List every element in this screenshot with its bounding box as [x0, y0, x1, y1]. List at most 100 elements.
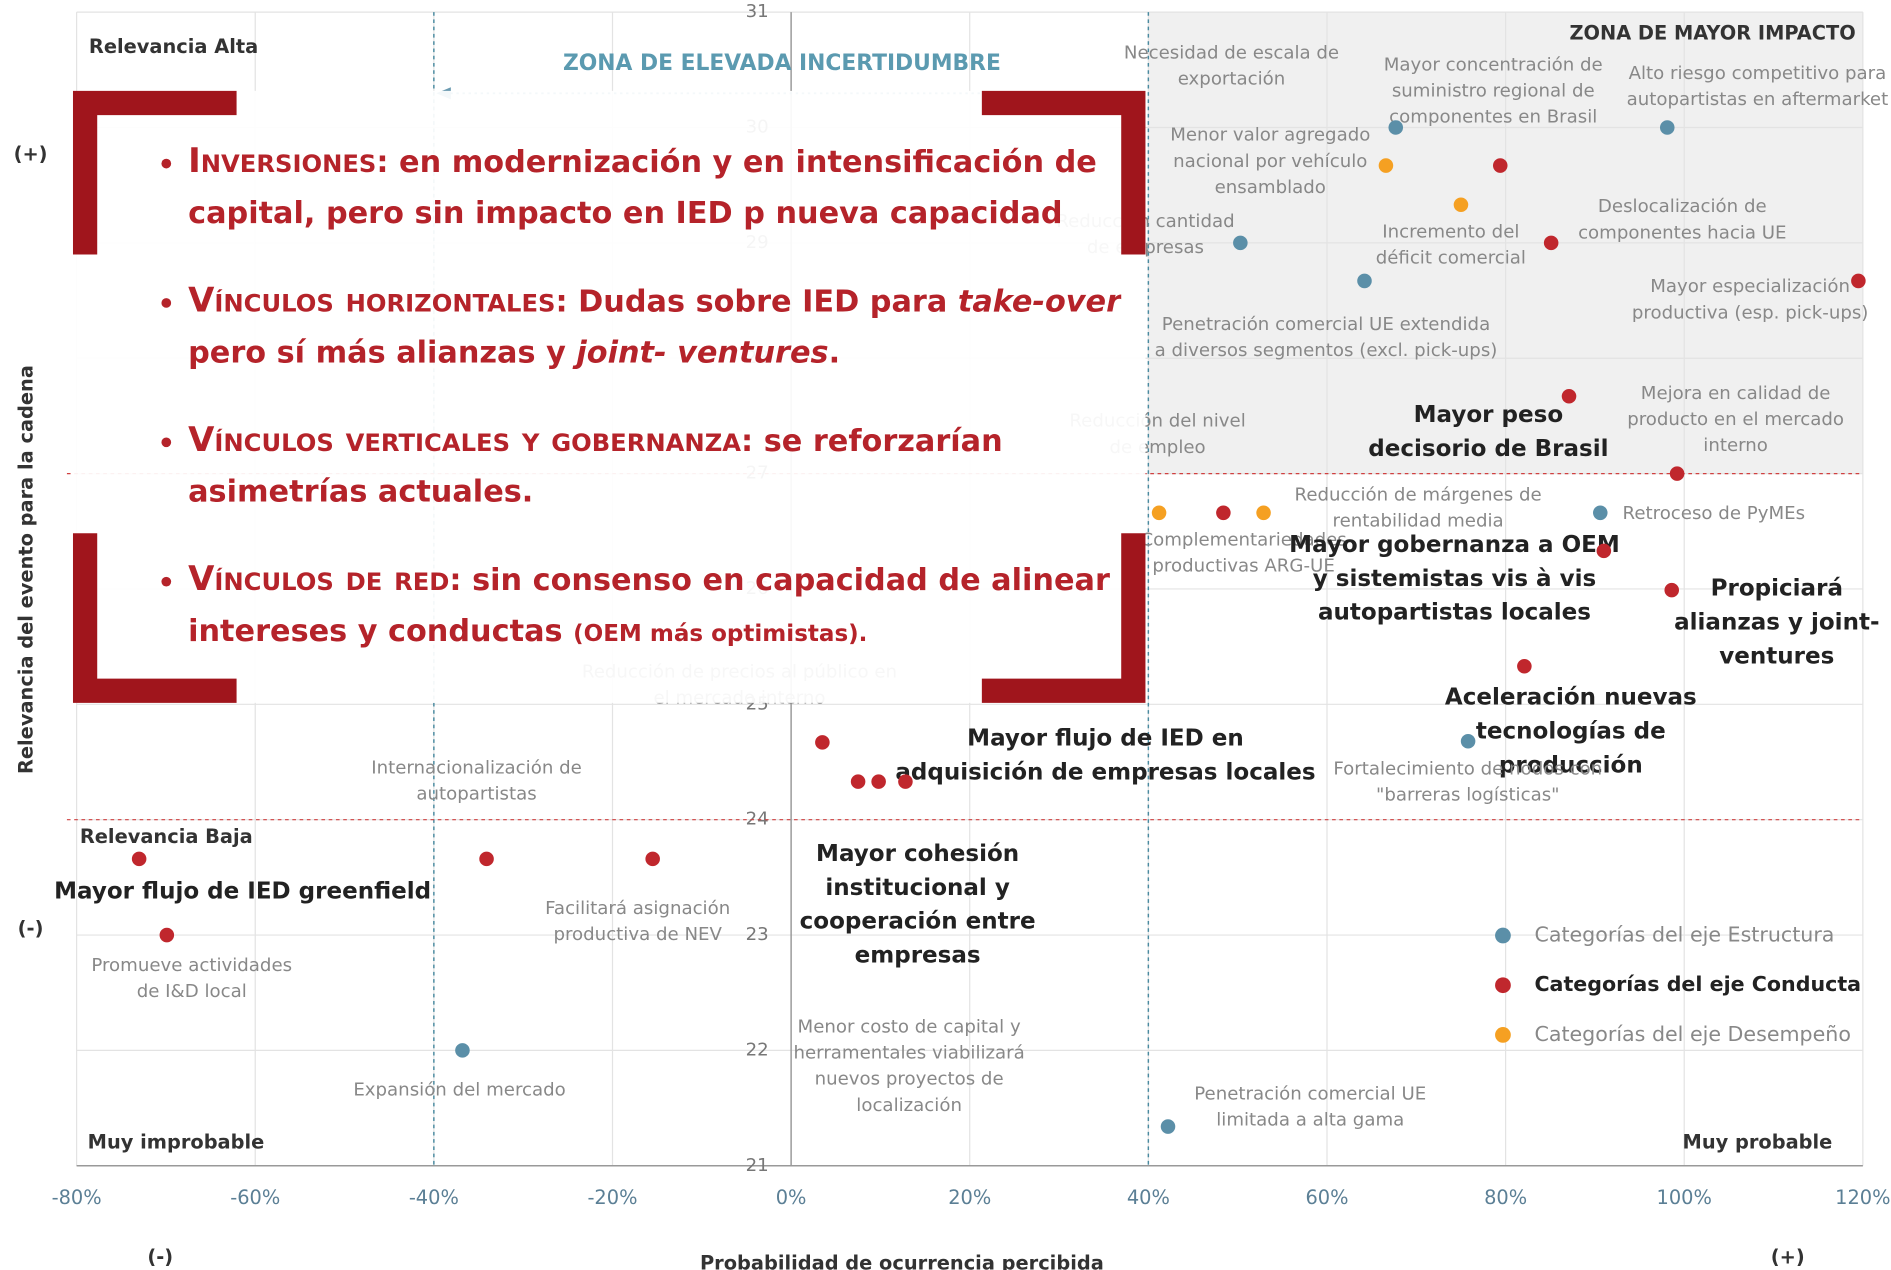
data-point [1378, 158, 1394, 173]
callout-bracket [981, 533, 1146, 703]
data-point [159, 927, 175, 943]
point-label: Promueve actividades [91, 955, 292, 976]
point-label: Facilitará asignación [545, 898, 730, 919]
point-label: autopartistas locales [1318, 600, 1591, 626]
zone-label: ZONA DE ELEVADA INCERTIDUMBRE [563, 51, 1001, 76]
data-point [479, 851, 494, 867]
legend-label: Categorías del eje Estructura [1534, 923, 1834, 947]
point-label: Penetración comercial UE extendida [1162, 314, 1490, 335]
y-axis-end: (+) [14, 143, 48, 166]
y-axis-end: (-) [18, 917, 44, 940]
callout-segment: : Dudas sobre IED para [555, 283, 958, 319]
point-label: Propiciará [1711, 575, 1843, 601]
point-label: tecnologías de [1476, 718, 1666, 744]
callout-segment: : en modernización y en intensificación … [188, 144, 1097, 231]
point-label: Incremento del [1382, 222, 1519, 243]
callout-item: Vínculos verticales y gobernanza: se ref… [188, 414, 1121, 517]
x-tick-label: -80% [52, 1186, 102, 1209]
point-label: Mejora en calidad de [1641, 383, 1831, 404]
y-tick-label: 22 [746, 1039, 769, 1060]
point-label: ventures [1719, 643, 1834, 669]
data-point [1151, 505, 1167, 521]
callout-bracket [72, 90, 237, 255]
x-axis-end: (-) [147, 1245, 173, 1268]
point-label: suministro regional de [1392, 80, 1595, 101]
point-label: Deslocalización de [1598, 196, 1767, 217]
callout-item: Vínculos de red: sin consenso en capacid… [188, 554, 1121, 659]
point-label: autopartistas [416, 783, 536, 804]
data-point [871, 774, 886, 789]
point-label: Mayor concentración de [1384, 54, 1603, 75]
point-label: Mayor especialización [1650, 276, 1850, 297]
y-tick-label: 21 [746, 1155, 769, 1176]
point-label: Menor valor agregado [1170, 125, 1370, 146]
point-label: de I&D local [137, 981, 247, 1002]
callout-bracket [72, 533, 237, 703]
point-label: Complementariedades [1140, 529, 1346, 550]
point-label: Mayor gobernanza a OEM [1289, 532, 1620, 558]
x-axis-end: (+) [1771, 1245, 1805, 1268]
legend-marker [1495, 927, 1511, 944]
data-point [1596, 543, 1612, 559]
callout-item: Inversiones: en modernización y en inten… [188, 136, 1121, 239]
x-tick-label: 40% [1127, 1186, 1170, 1209]
point-label: limitada a alta gama [1216, 1109, 1404, 1130]
point-label: adquisición de empresas locales [895, 760, 1315, 786]
x-tick-label: 100% [1657, 1186, 1712, 1209]
point-label: producto en el mercado [1627, 409, 1844, 430]
point-label: rentabilidad media [1333, 511, 1504, 532]
point-label: cooperación entre [800, 909, 1036, 935]
point-label: institucional y [825, 875, 1009, 901]
x-tick-label: 120% [1835, 1186, 1890, 1209]
data-point [1492, 158, 1508, 173]
point-label: localización [856, 1095, 962, 1116]
point-label: Mayor cohesión [816, 841, 1019, 867]
x-tick-label: -40% [409, 1186, 459, 1209]
point-label: autopartistas en aftermarket [1627, 89, 1889, 110]
callout-bracket [981, 90, 1146, 255]
point-label: Necesidad de escala de [1124, 42, 1339, 63]
legend-marker [1495, 1027, 1511, 1043]
callout-backdrop [72, 90, 1146, 703]
point-label: decisorio de Brasil [1368, 436, 1608, 462]
point-label: a diversos segmentos (excl. pick-ups) [1155, 340, 1498, 361]
callout-list: Inversiones: en modernización y en inten… [115, 136, 1121, 660]
callout-segment: pero sí más alianzas y [188, 334, 577, 370]
zone-label: Relevancia Alta [89, 35, 258, 58]
point-label: interno [1703, 435, 1768, 456]
data-point [1460, 733, 1476, 749]
data-point [1664, 582, 1680, 598]
point-label: exportación [1178, 68, 1286, 89]
point-label: empresas [855, 943, 981, 969]
callout-segment: take-over [957, 283, 1122, 319]
callout-segment: : sin consenso en capacidad de alinear i… [188, 562, 1110, 649]
data-point [1453, 197, 1469, 213]
point-label: Alto riesgo competitivo para [1629, 63, 1887, 84]
callout-text: Inversiones: en modernización y en inten… [115, 136, 1121, 660]
data-point [1233, 235, 1248, 251]
point-label: nuevos proyectos de [815, 1069, 1004, 1090]
data-point [1669, 466, 1685, 481]
point-label: productiva (esp. pick-ups) [1632, 302, 1869, 323]
point-label: componentes hacia UE [1578, 222, 1786, 243]
callout-item: Vínculos horizontales: Dudas sobre IED p… [188, 275, 1121, 378]
point-label: Penetración comercial UE [1194, 1083, 1426, 1104]
data-point [898, 774, 913, 789]
point-label: déficit comercial [1376, 248, 1526, 269]
point-label: Mayor flujo de IED greenfield [54, 878, 431, 904]
data-point [645, 851, 660, 867]
point-label: herramentales viabilizará [793, 1043, 1024, 1064]
data-point [815, 735, 830, 750]
data-point [131, 851, 147, 867]
callout-segment: joint- ventures [576, 334, 829, 370]
data-point [1851, 273, 1866, 289]
y-axis-title: Relevancia del evento para la cadena [14, 365, 37, 774]
zone-label: ZONA DE MAYOR IMPACTO [1569, 21, 1855, 44]
point-label: productiva de NEV [553, 924, 722, 945]
x-tick-label: -60% [230, 1186, 280, 1209]
point-label: Fortalecimiento de nodos con [1333, 759, 1602, 780]
x-tick-label: 20% [948, 1186, 991, 1209]
y-tick-label: 24 [746, 809, 769, 830]
x-tick-label: -20% [587, 1186, 637, 1209]
